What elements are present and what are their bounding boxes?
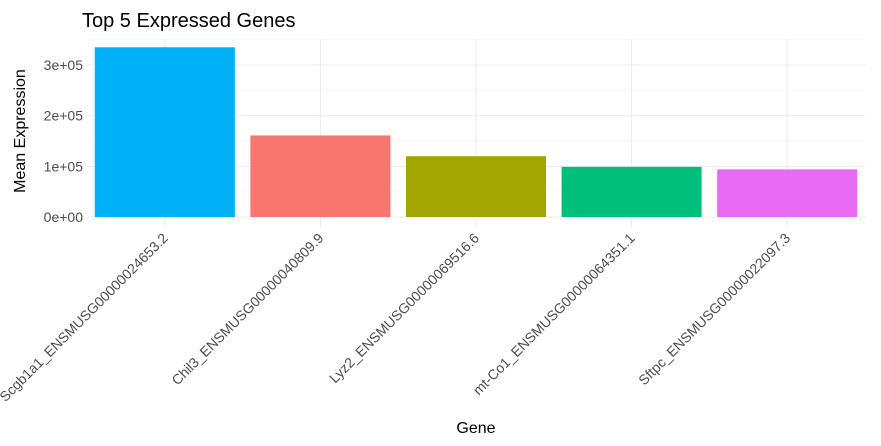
chart-title: Top 5 Expressed Genes <box>82 10 295 32</box>
bar <box>717 169 858 217</box>
x-axis-title: Gene <box>456 420 495 437</box>
y-axis-title: Mean Expression <box>12 69 29 193</box>
x-axis-ticks: Scgb1a1_ENSMUSG00000024653.2Chil3_ENSMUS… <box>0 230 793 405</box>
y-tick-label: 0e+00 <box>44 209 84 225</box>
x-tick-label: Sftpc_ENSMUSG00000022097.3 <box>635 230 793 388</box>
y-tick-label: 2e+05 <box>44 108 84 124</box>
bar <box>94 47 235 218</box>
x-tick-label: mt-Co1_ENSMUSG00000064351.1 <box>470 230 638 398</box>
y-tick-label: 1e+05 <box>44 158 84 174</box>
x-tick-label: Chil3_ENSMUSG00000040809.9 <box>168 230 326 388</box>
bar <box>250 135 391 217</box>
y-tick-label: 3e+05 <box>44 57 84 73</box>
bar <box>561 166 702 217</box>
bars <box>94 47 858 218</box>
x-tick-label: Lyz2_ENSMUSG00000069516.6 <box>326 230 482 386</box>
y-axis-ticks: 0e+00 1e+05 2e+05 3e+05 <box>44 57 84 225</box>
x-tick-label: Scgb1a1_ENSMUSG00000024653.2 <box>0 230 171 405</box>
bar <box>405 156 547 217</box>
